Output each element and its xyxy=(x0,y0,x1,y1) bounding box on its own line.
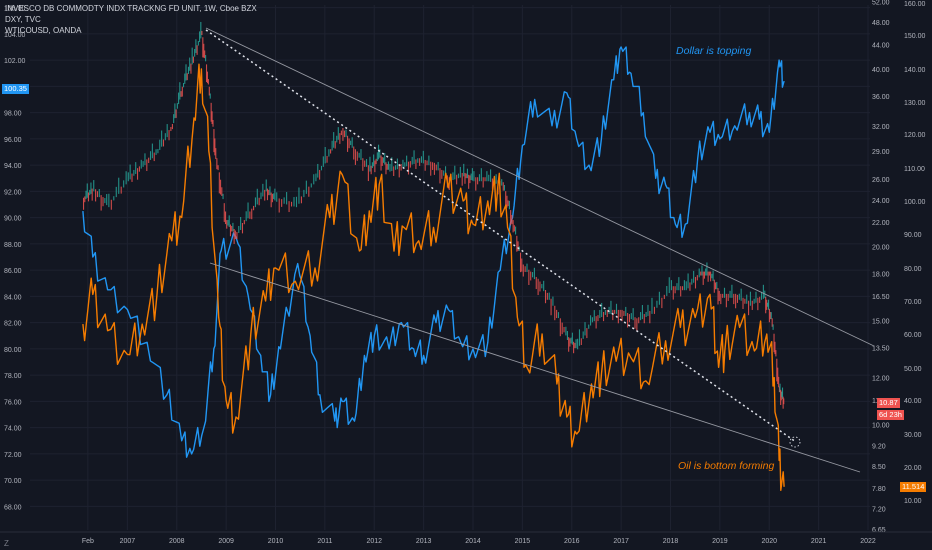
legend-dbc: INVESCO DB COMMODTY INDX TRACKNG FD UNIT… xyxy=(5,4,257,13)
x-axis-tick: 2008 xyxy=(169,538,185,545)
left-axis-tick: 94.00 xyxy=(4,163,22,170)
mid-axis-tick: 40.00 xyxy=(872,67,890,74)
mid-axis-tick: 7.80 xyxy=(872,486,886,493)
left-axis-tick: 72.00 xyxy=(4,452,22,459)
trendlines xyxy=(205,27,875,473)
mid-axis-tick: 26.00 xyxy=(872,177,890,184)
x-axis: Feb 2007 2008 2009 2010 2011 2012 2013 2014 2015 2… xyxy=(0,531,932,545)
mid-axis-tick: 7.20 xyxy=(872,507,886,514)
right-axis-tick: 110.00 xyxy=(904,166,925,173)
target-marker xyxy=(789,436,801,448)
mid-axis-tick: 10.00 xyxy=(872,422,890,429)
x-axis-tick: 2007 xyxy=(120,538,136,545)
lower-trendline xyxy=(209,262,861,473)
right-axis-tick: 10.00 xyxy=(904,498,922,505)
dbc-price-tag: 10.87 xyxy=(877,398,900,408)
series-group xyxy=(82,21,785,491)
oil-line xyxy=(82,63,785,491)
left-axis-tick: 70.00 xyxy=(4,478,22,485)
left-axis-tick: 76.00 xyxy=(4,399,22,406)
mid-axis-tick: 13.50 xyxy=(872,345,890,352)
right-axis-tick: 90.00 xyxy=(904,232,922,239)
mid-axis-tick: 36.00 xyxy=(872,94,890,101)
mid-axis-tick: 6.65 xyxy=(872,527,886,534)
right-axis-tick: 100.00 xyxy=(904,199,926,206)
left-axis-tick: 92.00 xyxy=(4,189,22,196)
mid-axis-tick: 18.00 xyxy=(872,272,890,279)
mid-axis-tick: 44.00 xyxy=(872,42,890,49)
x-axis-tick: 2010 xyxy=(268,538,284,545)
right-axis-tick: 160.00 xyxy=(904,1,926,8)
left-axis-tick: 90.00 xyxy=(4,216,22,223)
x-axis-tick: 2021 xyxy=(811,538,827,545)
mid-axis-tick: 15.00 xyxy=(872,318,890,325)
mid-axis-tick: 24.00 xyxy=(872,198,890,205)
x-axis-tick: 2017 xyxy=(613,538,629,545)
left-axis-tick: 74.00 xyxy=(4,426,22,433)
left-axis-tick: 84.00 xyxy=(4,294,22,301)
x-axis-tick: 2015 xyxy=(515,538,531,545)
mid-axis-tick: 48.00 xyxy=(872,20,890,27)
right-axis-tick: 30.00 xyxy=(904,432,922,439)
mid-axis-tick: 12.00 xyxy=(872,376,890,383)
right-axis-tick: 50.00 xyxy=(904,366,922,373)
annotation-oil: Oil is bottom forming xyxy=(678,460,775,472)
mid-axis-tick: 20.00 xyxy=(872,245,890,252)
x-axis-tick: 2012 xyxy=(366,538,382,545)
dxy-line xyxy=(82,46,785,458)
x-axis-tick: 2016 xyxy=(564,538,580,545)
left-axis-tick: 80.00 xyxy=(4,347,22,354)
right-axis-tick: 140.00 xyxy=(904,67,926,74)
x-axis-tick: 2018 xyxy=(663,538,679,545)
x-axis-tick: 2020 xyxy=(761,538,777,545)
right-axis-tick: 120.00 xyxy=(904,132,926,139)
left-axis-tick: 68.00 xyxy=(4,504,22,511)
x-axis-tick: 2013 xyxy=(416,538,432,545)
legend-oil: WTICOUSD, OANDA xyxy=(5,26,82,35)
x-axis-tick: 2022 xyxy=(860,538,876,545)
mid-axis-tick: 32.00 xyxy=(872,124,890,131)
upper-trendline xyxy=(205,27,875,347)
right-axis: 160.00 150.00 140.00 130.00 120.00 110.00 100.… xyxy=(904,1,926,505)
mid-axis-tick: 16.50 xyxy=(872,294,890,301)
legend-dxy: DXY, TVC xyxy=(5,15,41,24)
right-axis-tick: 20.00 xyxy=(904,465,922,472)
x-axis-tick: Feb xyxy=(82,538,94,545)
annotation-dollar: Dollar is topping xyxy=(676,45,752,57)
left-axis-tick: 102.00 xyxy=(4,58,26,65)
x-axis-tick: 2014 xyxy=(465,538,481,545)
right-axis-tick: 80.00 xyxy=(904,266,922,273)
mid-axis-tick: 29.00 xyxy=(872,149,890,156)
x-axis-tick: 2019 xyxy=(712,538,728,545)
oil-countdown-tag: 6d 23h xyxy=(877,410,904,420)
x-axis-tick: 2009 xyxy=(218,538,234,545)
chart-legend: INVESCO DB COMMODTY INDX TRACKNG FD UNIT… xyxy=(5,3,257,36)
mid-axis-tick: 9.20 xyxy=(872,444,886,451)
right-axis-tick: 40.00 xyxy=(904,398,922,405)
left-axis-tick: 104.00 xyxy=(4,32,26,39)
mid-axis: 52.00 48.00 44.00 40.00 36.00 32.00 29.00 26.00… xyxy=(872,0,890,534)
left-axis-tick: 78.00 xyxy=(4,373,22,380)
left-axis-tick: 86.00 xyxy=(4,268,22,275)
left-axis: 106.00104.00102.00100.0098.0096.0094.009… xyxy=(4,6,26,512)
left-axis-tick: 106.00 xyxy=(4,6,26,13)
left-axis-tick: 88.00 xyxy=(4,242,22,249)
mid-axis-tick: 8.50 xyxy=(872,464,886,471)
right-axis-tick: 70.00 xyxy=(904,299,922,306)
mid-axis-tick: 22.00 xyxy=(872,220,890,227)
right-axis-tick: 130.00 xyxy=(904,100,926,107)
left-axis-tick: 96.00 xyxy=(4,137,22,144)
oil-price-tag: 11.514 xyxy=(900,482,927,492)
dxy-price-tag: 100.35 xyxy=(2,84,29,94)
left-axis-tick: 98.00 xyxy=(4,111,22,118)
mid-axis-tick: 52.00 xyxy=(872,0,890,6)
right-axis-tick: 150.00 xyxy=(904,33,926,40)
tradingview-logo: Z xyxy=(4,539,9,548)
right-axis-tick: 60.00 xyxy=(904,332,922,339)
left-axis-tick: 82.00 xyxy=(4,321,22,328)
x-axis-tick: 2011 xyxy=(317,538,332,545)
